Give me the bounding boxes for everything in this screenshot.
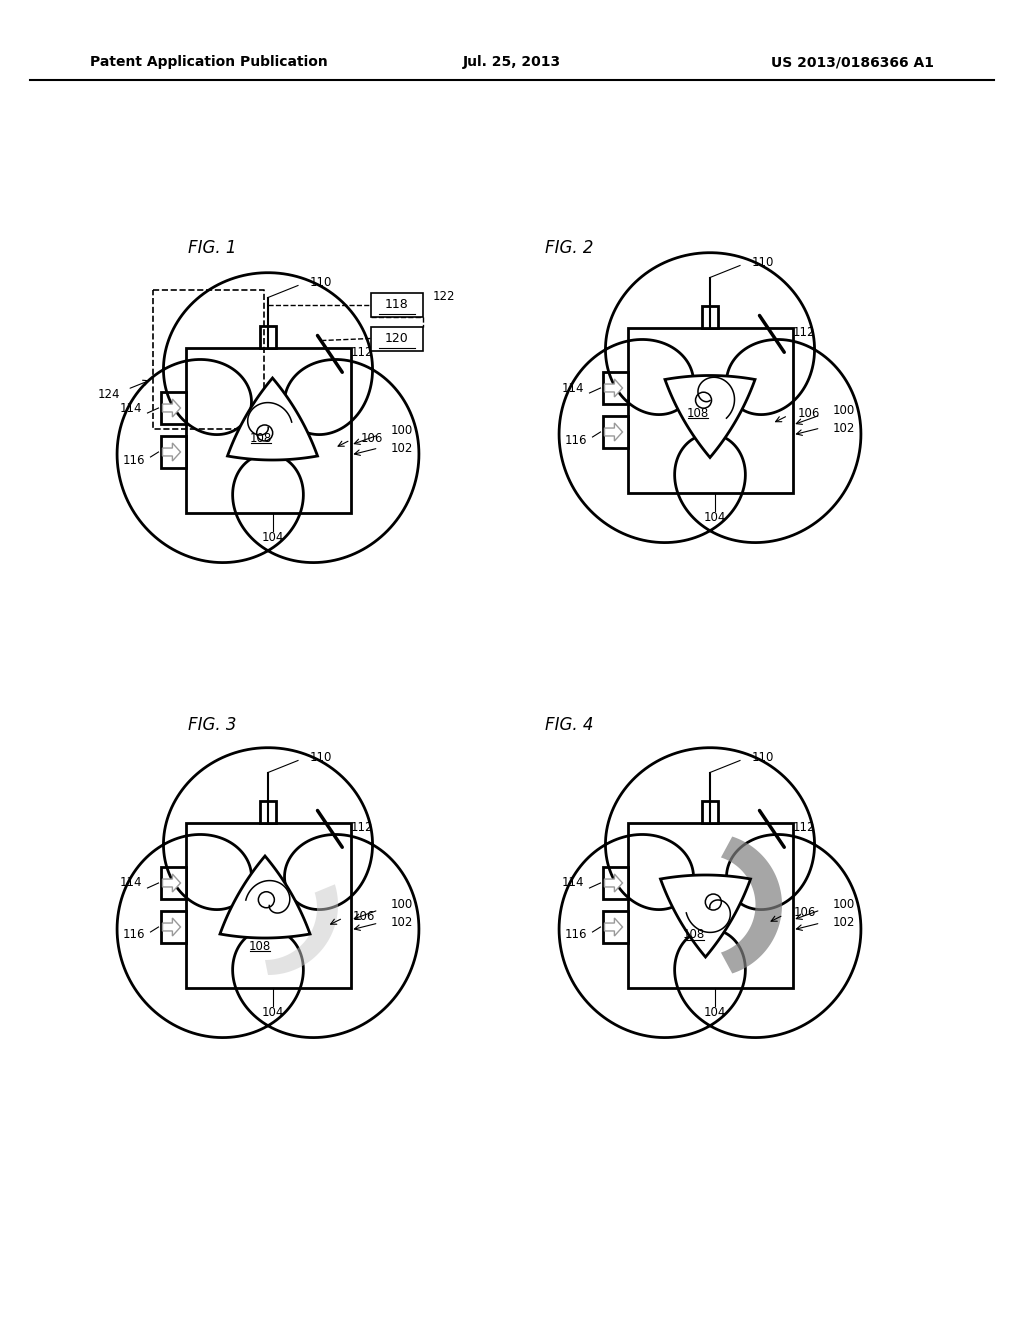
Text: 112: 112 xyxy=(793,821,815,834)
Polygon shape xyxy=(665,375,755,458)
Text: 102: 102 xyxy=(390,441,413,454)
Polygon shape xyxy=(220,855,310,939)
Text: 106: 106 xyxy=(353,909,376,923)
Bar xyxy=(602,416,628,447)
Text: 102: 102 xyxy=(390,916,413,929)
Bar xyxy=(371,326,423,351)
Bar xyxy=(702,800,718,822)
Polygon shape xyxy=(604,874,623,892)
Text: 120: 120 xyxy=(385,333,409,345)
Polygon shape xyxy=(721,837,782,973)
Text: 110: 110 xyxy=(752,751,774,764)
Text: 106: 106 xyxy=(360,432,383,445)
Text: 104: 104 xyxy=(703,511,726,524)
Text: FIG. 2: FIG. 2 xyxy=(545,239,594,257)
Polygon shape xyxy=(163,444,180,461)
Polygon shape xyxy=(163,917,180,936)
Text: 110: 110 xyxy=(310,751,333,764)
Text: 100: 100 xyxy=(390,424,413,437)
Text: 118: 118 xyxy=(385,298,409,312)
Text: 102: 102 xyxy=(833,421,855,434)
Bar xyxy=(260,326,276,347)
Text: FIG. 3: FIG. 3 xyxy=(188,715,237,734)
Bar xyxy=(185,822,350,987)
Text: 114: 114 xyxy=(120,401,142,414)
Text: Jul. 25, 2013: Jul. 25, 2013 xyxy=(463,55,561,69)
Bar xyxy=(628,822,793,987)
Text: 106: 106 xyxy=(794,907,816,920)
Text: 110: 110 xyxy=(752,256,774,269)
Text: 106: 106 xyxy=(798,407,820,420)
Bar xyxy=(161,436,185,469)
Bar xyxy=(161,911,185,942)
Text: 110: 110 xyxy=(310,276,333,289)
Text: 104: 104 xyxy=(262,1006,285,1019)
Bar xyxy=(702,305,718,327)
Text: 116: 116 xyxy=(123,928,145,941)
Text: FIG. 4: FIG. 4 xyxy=(545,715,594,734)
Text: 112: 112 xyxy=(350,346,373,359)
Bar xyxy=(602,372,628,404)
Bar xyxy=(260,800,276,822)
Text: 122: 122 xyxy=(432,290,455,304)
Polygon shape xyxy=(604,379,623,397)
Bar xyxy=(628,327,793,492)
Polygon shape xyxy=(163,874,180,892)
Bar xyxy=(185,347,350,512)
Bar xyxy=(161,867,185,899)
Text: Patent Application Publication: Patent Application Publication xyxy=(90,55,328,69)
Polygon shape xyxy=(227,378,317,459)
Text: 116: 116 xyxy=(565,928,588,941)
Text: US 2013/0186366 A1: US 2013/0186366 A1 xyxy=(771,55,934,69)
Bar xyxy=(602,867,628,899)
Text: 116: 116 xyxy=(123,454,145,466)
Text: 108: 108 xyxy=(250,432,271,445)
Polygon shape xyxy=(604,917,623,936)
Text: 114: 114 xyxy=(562,381,585,395)
Text: 124: 124 xyxy=(98,388,121,401)
Polygon shape xyxy=(265,884,338,975)
Text: 100: 100 xyxy=(833,404,855,417)
Text: 108: 108 xyxy=(249,940,271,953)
Text: 104: 104 xyxy=(262,531,285,544)
Bar xyxy=(161,392,185,424)
Polygon shape xyxy=(163,399,180,417)
Polygon shape xyxy=(660,875,751,957)
Polygon shape xyxy=(604,422,623,441)
Text: 100: 100 xyxy=(833,899,855,912)
Text: 104: 104 xyxy=(703,1006,726,1019)
Bar xyxy=(602,911,628,942)
Text: 116: 116 xyxy=(565,433,588,446)
Text: FIG. 1: FIG. 1 xyxy=(188,239,237,257)
Text: 114: 114 xyxy=(562,876,585,890)
Text: 100: 100 xyxy=(390,899,413,912)
Text: 112: 112 xyxy=(793,326,815,339)
Text: 108: 108 xyxy=(687,407,710,420)
Bar xyxy=(371,293,423,317)
Text: 108: 108 xyxy=(682,928,705,941)
Text: 114: 114 xyxy=(120,876,142,890)
Text: 112: 112 xyxy=(350,821,373,834)
Text: 102: 102 xyxy=(833,916,855,929)
